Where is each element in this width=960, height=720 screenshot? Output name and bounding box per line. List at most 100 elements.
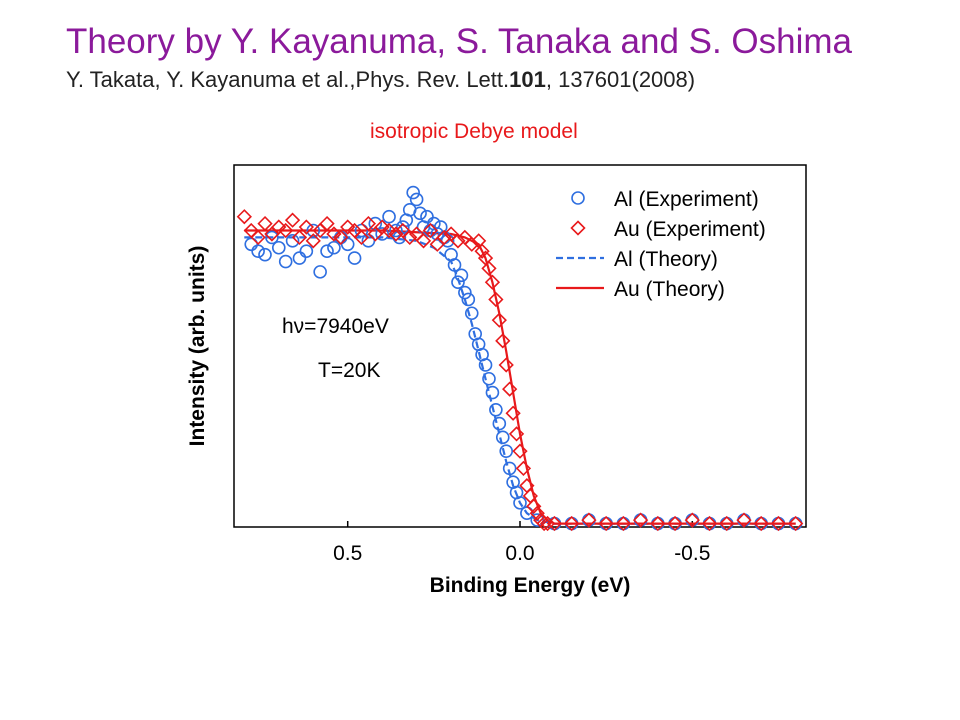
citation-prefix: Y. Takata, Y. Kayanuma et al.,Phys. Rev.… — [66, 67, 510, 92]
x-tick-label: -0.5 — [674, 542, 710, 565]
data-point — [491, 312, 507, 328]
x-axis-ticks: 0.5 0.0 -0.5 — [333, 521, 710, 565]
data-point — [430, 227, 445, 241]
data-point — [389, 223, 403, 238]
x-tick-label: 0.0 — [505, 542, 534, 565]
data-point — [436, 229, 452, 246]
data-point — [340, 237, 355, 252]
legend: Al (Experiment) Au (Experiment) Al (Theory… — [556, 188, 766, 301]
data-point — [508, 426, 525, 442]
annotations: hν=7940eV T=20K — [282, 315, 389, 382]
data-point — [513, 496, 527, 510]
data-point — [251, 244, 265, 258]
data-point — [454, 268, 469, 283]
data-point — [340, 219, 356, 235]
data-point — [667, 515, 683, 532]
data-point — [615, 515, 632, 532]
data-point — [736, 512, 752, 528]
data-point — [375, 227, 389, 241]
data-point — [413, 206, 427, 221]
data-point — [257, 215, 273, 232]
data-point — [684, 512, 700, 528]
data-point — [347, 251, 362, 265]
data-point — [447, 258, 462, 272]
data-point — [530, 513, 545, 527]
data-point — [526, 498, 542, 514]
legend-label: Au (Theory) — [614, 278, 725, 301]
citation: Y. Takata, Y. Kayanuma et al.,Phys. Rev.… — [66, 67, 695, 93]
data-point — [422, 222, 439, 239]
data-point — [464, 306, 479, 321]
data-point — [292, 251, 307, 265]
data-point — [495, 430, 510, 445]
series-line — [244, 236, 796, 525]
data-point — [512, 443, 528, 459]
data-point — [461, 292, 476, 307]
data-point — [250, 229, 266, 246]
data-point — [753, 515, 769, 532]
data-point — [278, 254, 293, 269]
data-point — [529, 505, 545, 521]
data-point — [788, 515, 804, 532]
data-point — [381, 222, 397, 239]
data-point — [361, 234, 376, 248]
data-point — [701, 515, 718, 532]
data-point — [770, 515, 787, 532]
data-point — [474, 243, 490, 259]
citation-volume: 101 — [509, 67, 546, 92]
data-point — [305, 233, 321, 249]
data-point — [482, 371, 496, 386]
data-point — [354, 223, 369, 238]
data-point — [515, 460, 532, 477]
data-point — [536, 515, 552, 532]
data-point — [291, 229, 308, 246]
data-point — [271, 219, 287, 235]
data-point — [450, 233, 466, 249]
data-point — [498, 357, 514, 373]
citation-suffix: , 137601(2008) — [545, 67, 696, 92]
data-point — [258, 247, 272, 262]
data-point — [299, 244, 314, 258]
data-point — [492, 416, 507, 431]
data-point — [271, 240, 286, 255]
data-point — [478, 358, 493, 372]
data-point — [333, 229, 349, 246]
data-point — [284, 212, 301, 228]
data-point — [499, 444, 514, 458]
data-point — [415, 233, 432, 249]
data-point — [489, 402, 503, 417]
data-point — [719, 515, 735, 532]
data-point — [313, 265, 327, 279]
x-tick-label: 0.5 — [333, 542, 362, 565]
data-point — [539, 515, 556, 532]
data-point — [320, 244, 334, 258]
data-point — [326, 226, 342, 242]
data-point — [502, 381, 518, 397]
page-title: Theory by Y. Kayanuma, S. Tanaka and S. … — [66, 22, 853, 61]
data-point — [368, 216, 383, 231]
data-point — [520, 506, 534, 521]
data-point — [502, 461, 517, 476]
legend-label: Au (Experiment) — [614, 218, 766, 241]
data-point — [278, 222, 294, 239]
data-point — [285, 234, 300, 248]
data-point — [564, 515, 580, 532]
data-point — [451, 275, 465, 290]
legend-label: Al (Experiment) — [614, 188, 759, 211]
x-axis-label: Binding Energy (eV) — [430, 574, 631, 597]
experiment-markers — [236, 185, 804, 532]
data-point — [650, 515, 666, 532]
data-point — [485, 385, 500, 400]
data-point — [374, 219, 390, 235]
legend-marker — [571, 191, 585, 205]
legend-marker — [570, 220, 586, 236]
data-point — [409, 192, 424, 207]
data-point — [319, 215, 335, 232]
data-point — [481, 260, 497, 277]
data-point — [420, 209, 434, 224]
data-point — [236, 209, 252, 225]
data-point — [632, 512, 649, 528]
data-point — [265, 230, 279, 245]
data-point — [298, 219, 314, 235]
